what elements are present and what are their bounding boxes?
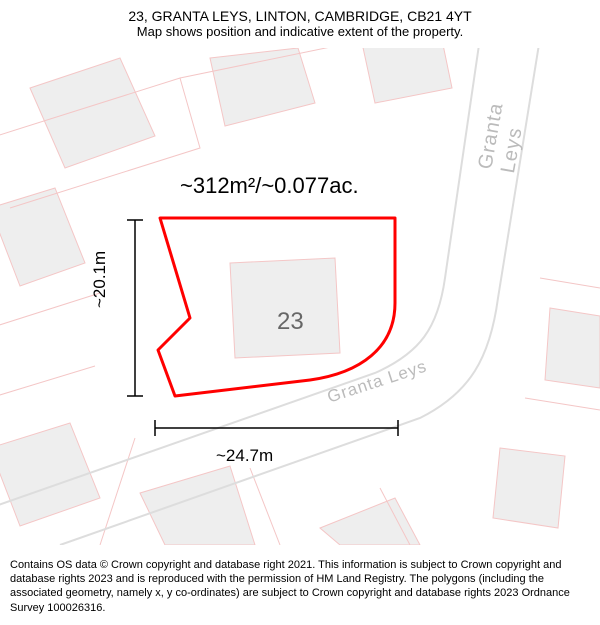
header: 23, GRANTA LEYS, LINTON, CAMBRIDGE, CB21… [0,0,600,43]
building-footprint [140,466,255,545]
copyright-footer: Contains OS data © Crown copyright and d… [0,552,600,625]
plot-line [250,468,280,545]
building-footprint [320,498,420,545]
page-subtitle: Map shows position and indicative extent… [10,24,590,39]
building-footprint [210,48,315,126]
map-container: ~312m²/~0.077ac. 23 ~20.1m ~24.7m Granta… [0,48,600,545]
plot-line [0,293,100,328]
area-measurement: ~312m²/~0.077ac. [180,173,359,199]
house-number-label: 23 [277,308,304,336]
page-title: 23, GRANTA LEYS, LINTON, CAMBRIDGE, CB21… [10,8,590,24]
plot-line [525,398,600,410]
building-footprint [545,308,600,388]
height-dimension-label: ~20.1m [90,251,110,308]
width-dimension-label: ~24.7m [216,446,273,466]
building-footprint [493,448,565,528]
plot-line [0,366,95,398]
building-footprint [30,58,155,168]
building-footprint [0,188,85,286]
plot-line [540,278,600,288]
building-footprint [362,48,452,103]
